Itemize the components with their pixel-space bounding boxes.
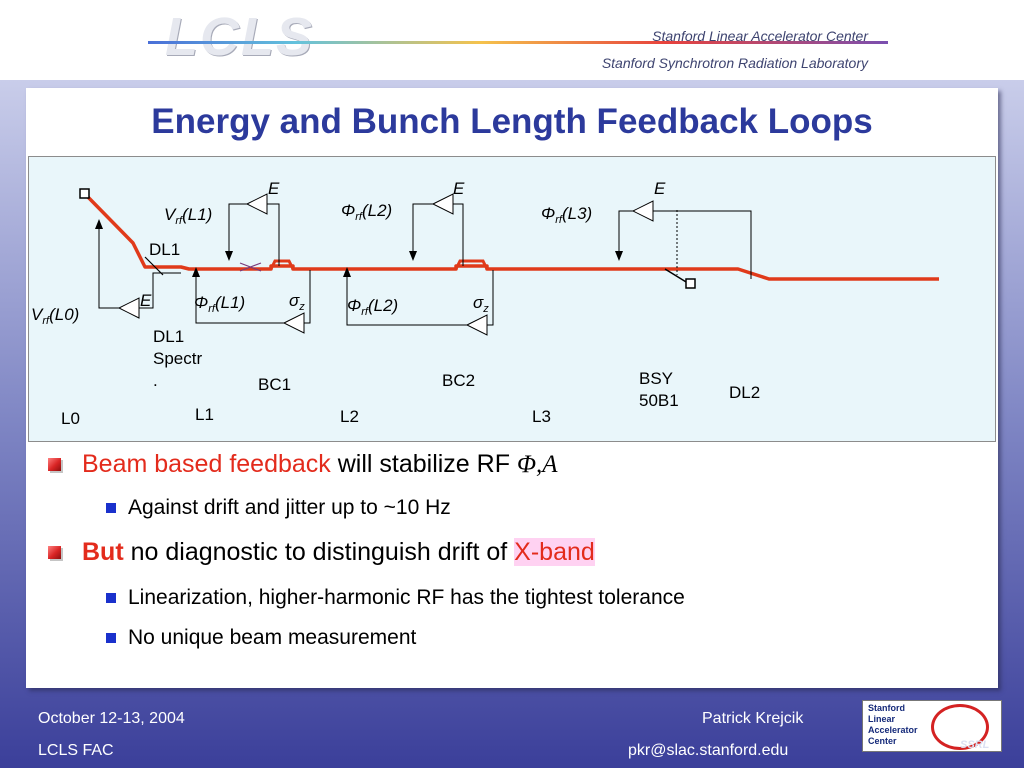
label-sigma-z-l1: σz [289, 291, 305, 313]
label-phi-l2-low: Φrf(L2) [347, 296, 399, 318]
lcls-logo: LCLS [165, 7, 314, 67]
label-vrf-l0: Vrf(L0) [31, 305, 80, 327]
label-l2: L2 [340, 407, 359, 426]
header-bar: LCLS Stanford Linear Accelerator Center … [0, 0, 1024, 80]
footer-date: October 12-13, 2004 [38, 710, 185, 727]
label-dl2: DL2 [729, 383, 761, 402]
subbullet-linearization: Linearization, higher-harmonic RF has th… [106, 586, 685, 609]
lab-name-ssrl: Stanford Synchrotron Radiation Laborator… [601, 55, 868, 71]
slide-panel: Energy and Bunch Length Feedback Loops [26, 88, 998, 688]
subbullet-no-unique: No unique beam measurement [105, 626, 417, 649]
arrow-phi-l3 [615, 251, 623, 261]
loop-l2e-return [412, 203, 433, 257]
loop-l2e [453, 203, 464, 266]
footer-author: Patrick Krejcik [702, 710, 804, 727]
detector-e-l1 [245, 193, 268, 215]
detector-e-l2 [431, 193, 454, 215]
label-bsy-2: 50B1 [639, 391, 679, 410]
footer-event: LCLS FAC [38, 742, 114, 759]
gun-screen [79, 188, 90, 199]
slide-title: Energy and Bunch Length Feedback Loops [151, 102, 873, 141]
loop-l3e-return [618, 210, 633, 257]
logo-rainbow-line [148, 41, 888, 44]
loop-l1e-return [228, 203, 247, 257]
subbullet-drift-jitter: Against drift and jitter up to ~10 Hz [106, 496, 451, 519]
footer-email: pkr@slac.stanford.edu [628, 742, 789, 759]
loop-l0 [139, 272, 181, 309]
loop-l2s [487, 270, 494, 326]
label-dl1-spectr-2: Spectr [153, 349, 203, 368]
detector-sigma-l1 [282, 312, 305, 334]
label-bsy-1: BSY [639, 369, 674, 388]
label-sigma-z-l2: σz [473, 293, 489, 315]
label-dl1: DL1 [149, 240, 181, 259]
beamline-schematic [79, 188, 939, 336]
loop-l0-return [98, 221, 119, 309]
slac-badge-text: Stanford Linear Accelerator Center [868, 703, 918, 746]
loop-l3e [653, 210, 752, 279]
loop-l2s-return [346, 271, 467, 326]
bc1-cross-b [239, 262, 262, 272]
label-dl1-spectr-3: . [153, 371, 158, 390]
detector-e-l0 [117, 297, 140, 319]
detector-sigma-l2 [465, 314, 488, 336]
label-vrf-l1: Vrf(L1) [164, 205, 213, 227]
label-bc2: BC2 [442, 371, 476, 390]
feedback-diagram: E E E E Vrf(L1) Vrf(L0) Φrf(L2) Φrf(L3) … [28, 156, 996, 442]
bc2-bump [454, 259, 489, 270]
loop-l1s-return [195, 271, 284, 324]
loop-l1e [267, 203, 280, 266]
bsy-screen [685, 278, 696, 289]
arrow-vrf-l1 [225, 251, 233, 261]
beamline-path [83, 192, 939, 281]
label-phi-l1: Φrf(L1) [194, 293, 246, 315]
label-phi-l3: Φrf(L3) [541, 204, 593, 226]
ssrl-ring-icon [931, 704, 989, 750]
label-phi-l2-top: Φrf(L2) [341, 201, 393, 223]
dl1-tap [144, 256, 164, 276]
detector-e-l3 [631, 200, 654, 222]
bc1-bump [269, 259, 295, 270]
bullet-but-no-diagnostic: But no diagnostic to distinguish drift o… [48, 538, 595, 566]
arrow-phi-l2a [409, 251, 417, 261]
arrow-phi-l2b [343, 267, 351, 277]
label-bc1: BC1 [258, 375, 292, 394]
bullet-beam-feedback: Beam based feedback will stabilize RF Φ,… [48, 450, 558, 478]
label-e-l1: E [268, 179, 280, 198]
label-e-l2: E [453, 179, 465, 198]
label-e-l3: E [654, 179, 666, 198]
lab-name-slac: Stanford Linear Accelerator Center [652, 28, 868, 44]
label-e-l0: E [140, 291, 152, 310]
slac-ssrl-badge: Stanford Linear Accelerator Center [862, 700, 1002, 752]
arrow-vrf-l0 [95, 219, 103, 229]
arrow-phi-l1 [192, 267, 200, 277]
label-dl1-spectr-1: DL1 [153, 327, 185, 346]
label-l3: L3 [532, 407, 551, 426]
label-l0: L0 [61, 409, 80, 428]
label-l1: L1 [195, 405, 214, 424]
ssrl-logo-text: SSRL [960, 739, 990, 751]
loop-l1s [304, 270, 311, 324]
